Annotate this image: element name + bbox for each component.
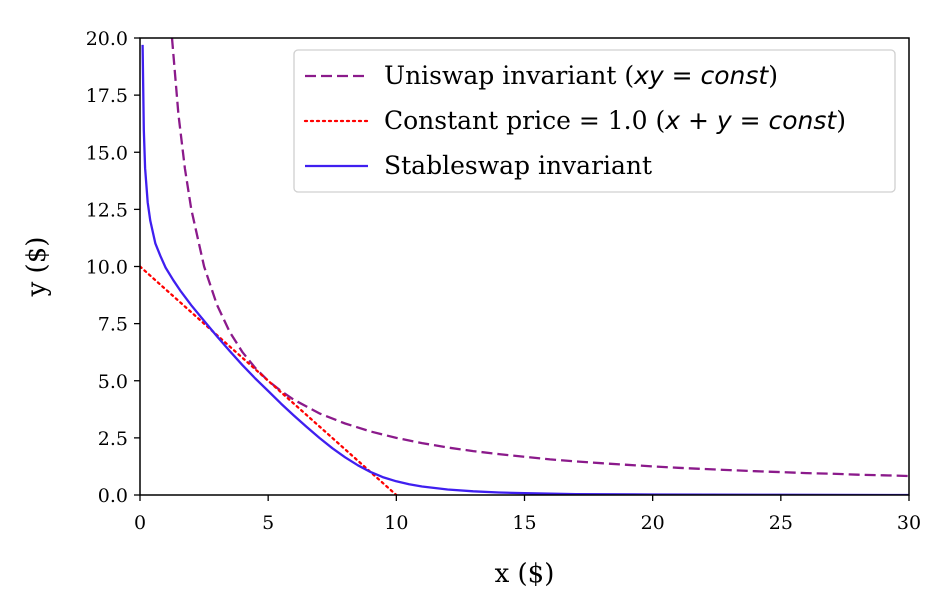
- x-tick-label: 10: [384, 512, 408, 534]
- legend: Uniswap invariant (xy = const)Constant p…: [293, 49, 896, 193]
- x-tick-label: 20: [641, 512, 665, 534]
- legend-label-part: +: [680, 106, 717, 135]
- legend-label-part: Constant price = 1.0 (: [384, 106, 665, 135]
- x-tick-label: 0: [134, 512, 146, 534]
- legend-label-part: Stableswap invariant: [384, 151, 652, 180]
- series-line-0: [170, 38, 909, 478]
- x-axis-label: x ($): [495, 559, 555, 589]
- legend-box: [293, 49, 896, 193]
- axes: 0 5 10 15 20 25 30 0.0 2.5 5.0 7.5 10.0 12.5 15.0 17.5…: [22, 28, 921, 589]
- series-line-1: [140, 265, 398, 495]
- y-tick-label: 12.5: [86, 199, 128, 221]
- y-tick-label: 15.0: [86, 142, 128, 164]
- x-tick-label: 30: [897, 512, 921, 534]
- y-axis-label: y ($): [22, 237, 52, 298]
- legend-label-part: =: [664, 61, 701, 90]
- y-tick-label: 0.0: [98, 485, 128, 507]
- y-tick-label: 2.5: [98, 428, 128, 450]
- x-tick-label: 25: [769, 512, 793, 534]
- legend-label-part: =: [732, 106, 769, 135]
- legend-label-part: xy: [633, 61, 665, 90]
- legend-label: Stableswap invariant: [384, 151, 652, 180]
- y-tick-label: 7.5: [98, 314, 128, 336]
- legend-label-part: ): [768, 61, 778, 90]
- legend-label: Constant price = 1.0 (x + y = const): [384, 106, 846, 135]
- legend-label-part: y: [716, 106, 733, 135]
- y-tick-label: 5.0: [98, 371, 128, 393]
- legend-label-part: Uniswap invariant (: [384, 61, 634, 90]
- series-line-2: [141, 44, 909, 495]
- legend-label: Uniswap invariant (xy = const): [384, 61, 778, 90]
- series-lines: [140, 38, 909, 495]
- x-tick-label: 15: [512, 512, 536, 534]
- legend-label-part: ): [836, 106, 846, 135]
- legend-label-part: x: [664, 106, 680, 135]
- x-tick-label: 5: [262, 512, 274, 534]
- legend-label-part: const: [701, 61, 770, 90]
- y-tick-label: 10.0: [86, 257, 128, 279]
- legend-label-part: const: [768, 106, 837, 135]
- y-tick-label: 17.5: [86, 85, 128, 107]
- y-tick-label: 20.0: [86, 28, 128, 50]
